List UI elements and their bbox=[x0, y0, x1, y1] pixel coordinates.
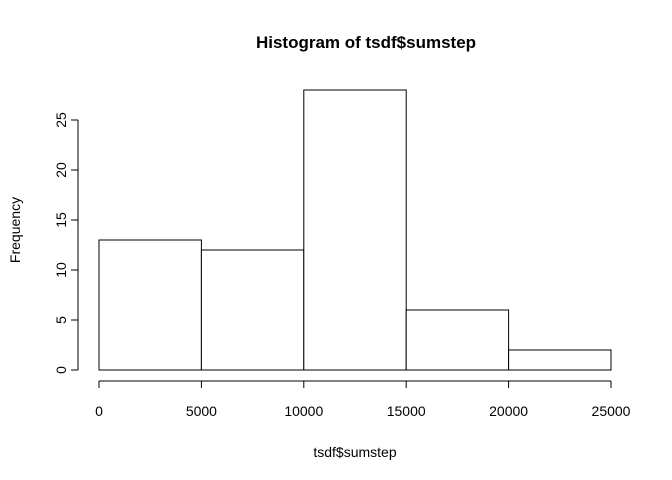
y-axis: 0 5 10 15 20 25 bbox=[53, 112, 79, 374]
histogram-bar-4 bbox=[508, 349, 612, 371]
y-tick-label: 15 bbox=[53, 212, 69, 228]
y-axis-label: Frequency bbox=[7, 197, 23, 263]
chart-title: Histogram of tsdf$sumstep bbox=[256, 33, 476, 52]
histogram-bars bbox=[98, 89, 612, 371]
y-tick-label: 25 bbox=[53, 112, 69, 128]
x-tick-label: 15000 bbox=[387, 403, 426, 419]
y-tick-label: 0 bbox=[53, 366, 69, 374]
x-tick-label: 5000 bbox=[186, 403, 217, 419]
x-tick-label: 10000 bbox=[284, 403, 323, 419]
x-tick-label: 20000 bbox=[489, 403, 528, 419]
histogram-bar-1 bbox=[200, 249, 305, 371]
x-axis-label: tsdf$sumstep bbox=[313, 444, 396, 460]
histogram-bar-3 bbox=[405, 309, 510, 371]
histogram-bar-2 bbox=[303, 89, 407, 371]
y-tick-label: 5 bbox=[53, 316, 69, 324]
y-tick-label: 10 bbox=[53, 262, 69, 278]
histogram-bar-0 bbox=[98, 239, 202, 371]
y-tick-label: 20 bbox=[53, 162, 69, 178]
x-tick-label: 25000 bbox=[592, 403, 631, 419]
x-tick-label: 0 bbox=[95, 403, 103, 419]
x-axis: 0 5000 10000 15000 20000 25000 bbox=[95, 380, 631, 419]
